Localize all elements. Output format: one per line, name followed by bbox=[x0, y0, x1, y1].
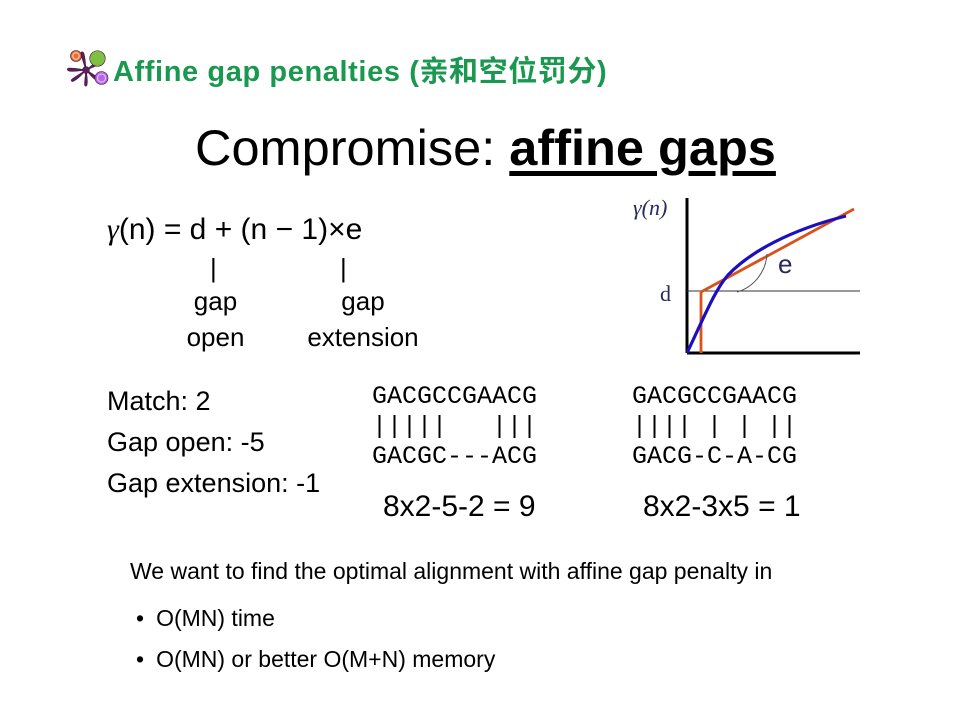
svg-text:γ(n): γ(n) bbox=[633, 195, 667, 220]
svg-text:d: d bbox=[660, 281, 671, 306]
svg-text:e: e bbox=[778, 249, 792, 279]
